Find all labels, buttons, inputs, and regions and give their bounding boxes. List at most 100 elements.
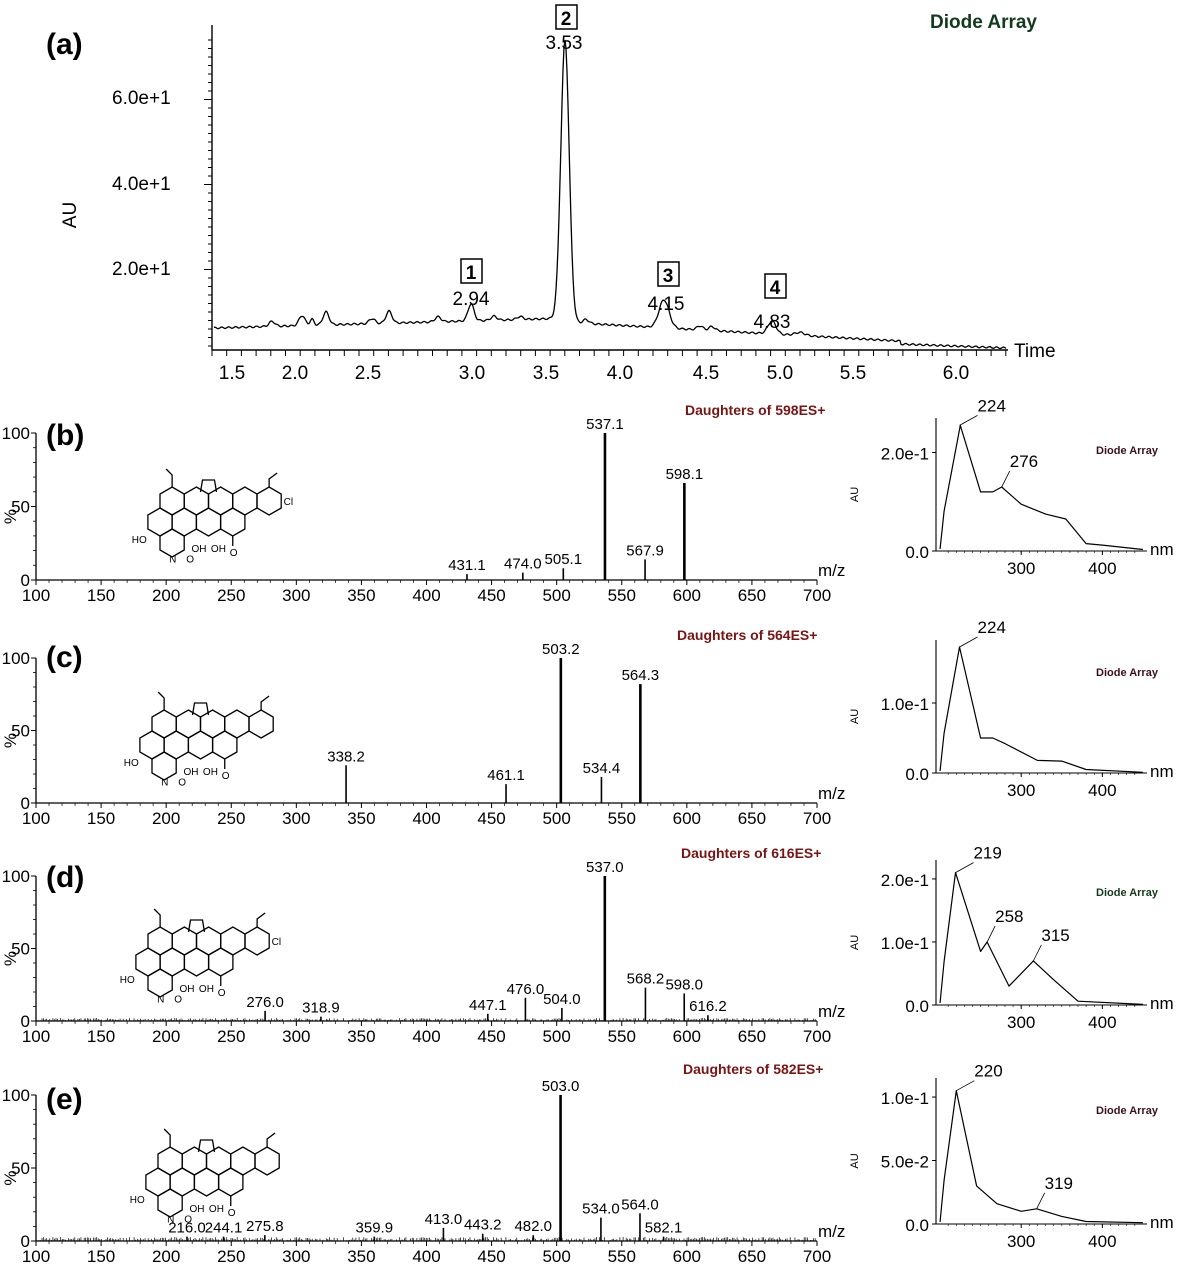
hydroxyl-label: HO (132, 535, 147, 546)
oxygen-label: O (184, 1215, 192, 1226)
oxygen-label: O (218, 988, 226, 999)
xtick-label: 100 (22, 586, 50, 605)
ms-peak-label: 616.2 (689, 998, 727, 1015)
panel-a-yticks: 2.0e+1 4.0e+1 6.0e+1 (112, 88, 171, 280)
oxygen-label: O (178, 778, 186, 789)
panel-d-title: Daughters of 616ES+ (681, 845, 821, 861)
methoxy-bond (260, 695, 270, 710)
xtick-label: 250 (217, 1247, 245, 1263)
uv-xunit: nm (1150, 540, 1174, 559)
ring (151, 709, 177, 739)
ms-peak-label: 447.1 (469, 997, 507, 1014)
hydroxyl-label: HO (120, 975, 135, 986)
hydroxyl-label: HO (130, 1195, 145, 1206)
oxygen-label: O (186, 555, 194, 566)
xtick-label: 450 (477, 1247, 505, 1263)
uv-max-label: 220 (974, 1062, 1002, 1081)
ytick-label: 50 (11, 1159, 30, 1178)
uv-xunit: nm (1150, 762, 1174, 781)
panel-a: (a) Diode Array AU Time 2.0e+1 4.0e+1 6.… (46, 4, 1056, 384)
xtick-label: 600 (673, 1247, 701, 1263)
ms-peak-label: 413.0 (425, 1211, 463, 1228)
xtick-label: 200 (152, 809, 180, 828)
methoxy-bond (268, 472, 278, 487)
xtick-label: 150 (87, 586, 115, 605)
ms-peak-label: 443.2 (464, 1217, 502, 1234)
uv-ylabel: AU (849, 935, 861, 950)
uv-max-leader (959, 636, 978, 648)
uv-max-leader (1001, 470, 1011, 488)
ytick-label: 5.0e-2 (881, 1153, 929, 1172)
ms-peak-label: 318.9 (302, 1000, 340, 1017)
ring (151, 751, 177, 781)
ms-peak-label: 244.1 (205, 1220, 243, 1237)
xtick-label: 350 (347, 809, 375, 828)
xtick-label: 150 (87, 809, 115, 828)
panel-a-title: Diode Array (930, 12, 1037, 33)
uv-spectrum (939, 872, 1143, 1005)
xtick-label: 600 (673, 586, 701, 605)
xtick-label: 200 (152, 1247, 180, 1263)
ms-peak-label: 503.2 (542, 641, 580, 658)
ring (157, 1188, 183, 1218)
peak-number: 3 (663, 266, 674, 287)
uv-ylabel: AU (849, 487, 861, 502)
nitrogen-label: N (157, 995, 164, 1006)
nitrogen-label: N (169, 555, 176, 566)
peak-number-box (657, 261, 680, 287)
xtick-label: 300 (282, 1027, 310, 1046)
uv-ylabel: AU (849, 709, 861, 724)
ring (147, 968, 173, 998)
ms-peak-label: 461.1 (487, 767, 525, 784)
uv-max-label: 258 (995, 907, 1023, 926)
xtick-label: 700 (803, 1247, 831, 1263)
panel-c-title: Daughters of 564ES+ (677, 627, 817, 643)
uv-max-leader (955, 862, 974, 873)
panel-e-title: Daughters of 582ES+ (683, 1061, 823, 1077)
ms-peak-label: 537.1 (586, 416, 624, 433)
xtick-label: 400 (1088, 1013, 1116, 1032)
peak-rt: 2.94 (453, 289, 490, 310)
ytick-label: 0 (21, 571, 30, 590)
ring (254, 1146, 280, 1176)
xtick-label: 550 (608, 809, 636, 828)
ring (157, 1146, 183, 1176)
ytick-label: 100 (2, 867, 30, 886)
ms-peak-label: 482.0 (514, 1218, 552, 1235)
xtick-label: 400 (1088, 781, 1116, 800)
uv-panel: Diode Array AU nm 0.0 2.0e-1 300 400 224 276 (849, 396, 1174, 578)
uv-ylabel: AU (849, 1153, 861, 1168)
xtick-label: 550 (608, 1027, 636, 1046)
peak-3-annotation: 3 4.15 (648, 261, 684, 315)
peak-2-annotation: 2 3.53 (546, 4, 582, 54)
xtick-label: 3.5 (533, 363, 559, 384)
dioxole-bond (197, 1139, 216, 1153)
ring (232, 486, 258, 516)
hydroxyl-label: OH (209, 1204, 224, 1215)
xtick-label: 500 (542, 809, 570, 828)
panel-a-ylabel: AU (60, 202, 81, 228)
dioxole-bond (199, 479, 218, 493)
ytick-label: 100 (2, 1086, 30, 1105)
ms-peak-label: 359.9 (356, 1220, 394, 1237)
xtick-label: 600 (673, 1027, 701, 1046)
xtick-label: 450 (477, 586, 505, 605)
hydroxyl-label: OH (203, 767, 218, 778)
methoxy-bond (165, 468, 173, 487)
ytick-label: 0.0 (905, 1216, 929, 1235)
peak-4-annotation: 4 4.83 (754, 273, 790, 333)
ytick-label: 1.0e-1 (881, 934, 929, 953)
panel-a-label: (a) (46, 28, 83, 61)
ytick-label: 50 (11, 498, 30, 517)
uv-panel: Diode Array AU nm 0.0 5.0e-2 1.0e-1 300 400 220 3… (849, 1062, 1174, 1251)
uv-title: Diode Array (1096, 887, 1159, 899)
xtick-label: 650 (738, 1027, 766, 1046)
xtick-label: 400 (1088, 559, 1116, 578)
ytick-label: 100 (2, 424, 30, 443)
uv-max-label: 219 (973, 844, 1001, 863)
xtick-label: 200 (152, 1027, 180, 1046)
xtick-label: 150 (87, 1027, 115, 1046)
